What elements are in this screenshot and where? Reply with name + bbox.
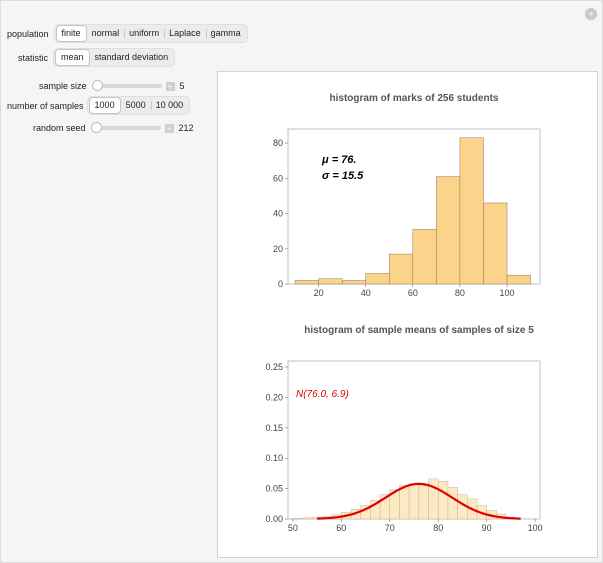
statistic-control: statistic mean standard deviation [18,48,176,67]
mu-annotation: μ = 76. [321,154,356,166]
samples-option-5000[interactable]: 5000 [125,100,146,110]
chart-1-bar [399,485,410,520]
chart-0-bar [389,253,414,285]
chart-0-xtick-label: 60 [408,288,418,298]
chart-1-ytick-label: 0.15 [265,423,283,433]
chart-0-bar [412,229,437,285]
chart-0-bar [294,280,319,285]
chart-0-ytick-label: 40 [273,209,283,219]
plus-circle-icon[interactable]: + [585,8,597,20]
population-control: population finite normal uniform Laplace… [7,24,248,43]
chart-0-ytick-label: 0 [278,279,283,289]
random-seed-value: 212 [178,123,194,133]
chart-0-bar [436,176,461,285]
chart-0-xtick-label: 80 [455,288,465,298]
population-option-gamma[interactable]: gamma [205,26,246,41]
chart-1-ytick-label: 0.00 [265,514,283,524]
population-option-laplace[interactable]: Laplace [164,26,206,41]
chart-1-bar [418,485,429,520]
number-of-samples-control: number of samples 1000 5000 10 000 [7,96,191,115]
random-seed-label: random seed [33,123,86,133]
sigma-annotation: σ = 15.5 [322,170,364,182]
chart-1-ytick-label: 0.25 [265,362,283,372]
chart-0-ytick-label: 80 [273,138,283,148]
chart-0-xtick-label: 40 [361,288,371,298]
chart-0-title: histogram of marks of 256 students [330,93,499,104]
sample-size-slider[interactable] [91,80,162,91]
chart-1-bar [447,487,458,520]
number-of-samples-setter-bar: 1000 5000 10 000 [86,96,191,115]
population-option-finite[interactable]: finite [55,25,87,42]
chart-1-ytick-label: 0.05 [265,484,283,494]
chart-1-xtick-label: 80 [433,523,443,533]
number-of-samples-label: number of samples [7,100,84,111]
population-setter-bar: finite normal uniform Laplace gamma [53,24,248,43]
normal-curve [317,482,521,520]
samples-option-1000[interactable]: 1000 [88,97,121,114]
chart-1-title: histogram of sample means of samples of … [304,325,534,336]
sample-size-value: 5 [179,81,185,91]
statistic-label: statistic [18,52,49,63]
sample-size-slider-knob[interactable] [91,80,103,91]
chart-1-xtick-label: 50 [288,523,298,533]
chart-1-bar [302,517,313,520]
charts-canvas: histogram of marks of 256 students 20 40 60… [265,93,543,533]
chart-1-ytick-label: 0.20 [265,392,283,402]
chart-1-xtick-label: 100 [528,523,543,533]
sample-size-plus-icon[interactable]: + [165,81,175,91]
population-label: population [7,28,49,39]
chart-1-xtick-label: 70 [385,523,395,533]
chart-0-bar [483,202,508,285]
sample-size-control: sample size + 5 [39,80,185,91]
chart-0-xtick-label: 100 [500,288,515,298]
chart-1-bar [292,518,303,520]
chart-0-xtick-label: 20 [314,288,324,298]
chart-1-ytick-label: 0.10 [265,453,283,463]
output-panel: histogram of marks of 256 students 20 40 60… [217,71,598,558]
samples-option-10000[interactable]: 10 000 [150,98,189,113]
chart-1-xtick-label: 60 [336,523,346,533]
chart-0-bar [506,274,531,285]
population-option-normal[interactable]: normal [91,28,120,38]
random-seed-control: random seed + 212 [33,122,194,133]
chart-0-ytick-label: 60 [273,173,283,183]
statistic-setter-bar: mean standard deviation [53,48,176,67]
chart-1-bar [437,481,449,520]
population-option-uniform[interactable]: uniform [124,26,164,41]
chart-1-bar [408,483,420,520]
chart-0-ytick-label: 20 [273,244,283,254]
random-seed-slider[interactable] [90,122,161,133]
chart-0-bar [341,280,366,285]
statistic-option-standard-deviation[interactable]: standard deviation [94,52,169,62]
chart-0-bar [365,273,390,285]
chart-0-bar [459,137,484,285]
random-seed-slider-knob[interactable] [90,122,102,133]
chart-0-bar [318,278,343,285]
normal-curve-label: N(76.0, 6.9) [296,389,349,400]
sample-size-label: sample size [39,81,87,91]
statistic-option-mean[interactable]: mean [55,49,90,66]
chart-1-xtick-label: 90 [482,523,492,533]
random-seed-plus-icon[interactable]: + [164,123,174,133]
